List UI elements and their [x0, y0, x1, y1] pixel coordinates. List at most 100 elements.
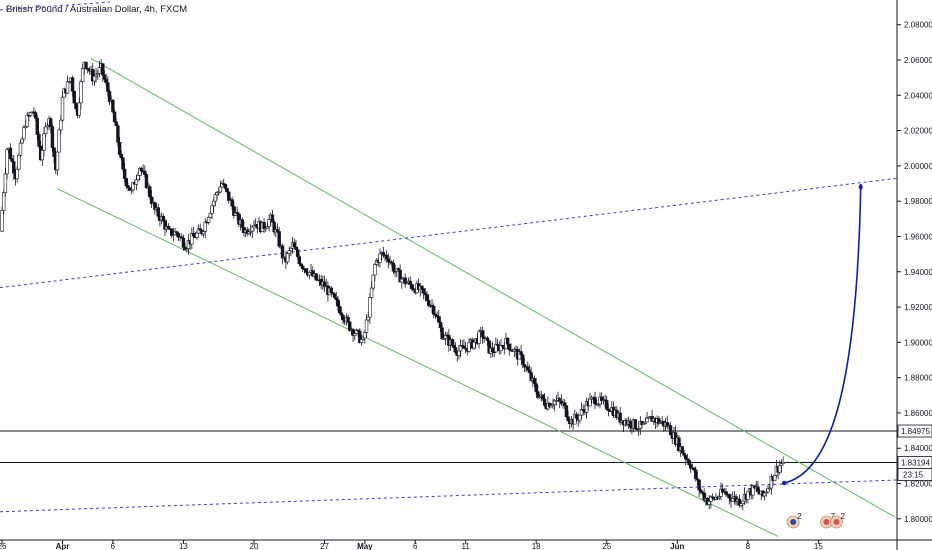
candle-body [605, 400, 609, 410]
candle-body [223, 183, 228, 189]
x-tick-label: 6 [413, 542, 418, 550]
candle-body [386, 258, 391, 263]
candle-body [57, 129, 61, 153]
candle-body [341, 314, 345, 321]
candle-body [117, 141, 122, 155]
event-badge[interactable]: 2 [830, 512, 846, 529]
candle-body [287, 250, 291, 254]
candle-body [450, 339, 454, 346]
candle-body [195, 232, 199, 238]
candle-body [294, 246, 298, 250]
x-tick-label: 15 [814, 542, 823, 550]
candle-body [532, 378, 537, 384]
x-axis[interactable]: 26 Apr 6 13 20 27 May 6 11 18 25 Jun 8 15 [0, 539, 932, 550]
candle-body [161, 215, 165, 222]
candle-body [346, 316, 350, 323]
candle-body [680, 446, 685, 454]
candle-body [574, 414, 579, 419]
candle-body [17, 154, 21, 170]
trendlines[interactable] [0, 1, 897, 537]
candle-body [148, 186, 152, 198]
candle-body [756, 486, 760, 492]
candle-body [213, 194, 218, 202]
candle-body [421, 288, 426, 294]
candle-body [106, 82, 110, 92]
candle-body [699, 489, 703, 493]
trendline-channel-lower[interactable] [57, 188, 779, 537]
candle-body [267, 219, 271, 227]
candle-body [558, 398, 562, 402]
candle-body [467, 342, 471, 352]
candle-body [191, 233, 196, 237]
candle-body [218, 186, 223, 193]
y-tick-label: 1.94000 [904, 268, 932, 277]
candle-body [22, 127, 26, 140]
candle-body [746, 491, 750, 500]
candle-body [0, 210, 4, 232]
y-tick-label: 1.88000 [904, 374, 932, 383]
candle-body [292, 242, 296, 248]
price-level-value: 1.84975 [901, 427, 930, 436]
candle-body [97, 67, 102, 74]
price-level-tags: 1.84975 1.83194 23:15 [897, 424, 932, 481]
candle-body [20, 138, 24, 144]
candle-body [521, 354, 525, 365]
candle-body [420, 285, 424, 289]
candle-body [211, 200, 216, 207]
candle-body [314, 273, 318, 281]
candle-body [144, 174, 149, 189]
candle-body [762, 492, 767, 497]
candle-body [304, 268, 308, 273]
y-tick-label: 1.96000 [904, 232, 932, 241]
candle-body [270, 214, 275, 223]
x-tick-label: 20 [250, 542, 259, 550]
plot-area[interactable] [0, 430, 897, 463]
candle-body [116, 125, 120, 143]
trendline-channel-upper[interactable] [90, 57, 896, 518]
candle-body [5, 149, 9, 175]
flag-icon [823, 519, 830, 525]
candle-body [12, 161, 16, 174]
event-badge[interactable]: 2 [786, 512, 802, 529]
candle-body [485, 337, 490, 341]
candle-body [203, 221, 207, 232]
candle-body [332, 293, 337, 298]
candle-body [8, 147, 13, 160]
y-axis[interactable]: 2.08000 2.06000 2.04000 2.02000 2.00000 1.980… [896, 0, 932, 550]
candle-body [65, 81, 70, 94]
candle-body [250, 226, 255, 232]
projection-curve[interactable] [783, 187, 862, 484]
candle-body [400, 278, 404, 283]
x-tick-label: Jun [670, 542, 684, 550]
candle-body [694, 469, 698, 480]
candle-body [527, 369, 532, 373]
candle-body [92, 75, 97, 82]
candle-body [15, 168, 19, 180]
candle-body [564, 405, 569, 417]
candle-body [112, 111, 117, 123]
candle-body [230, 199, 234, 207]
candle-body [707, 501, 711, 505]
candle-body [426, 300, 431, 306]
projection-start-point[interactable] [781, 480, 787, 486]
candle-body [781, 461, 785, 464]
trendline-fragment[interactable] [0, 1, 111, 11]
candle-body [143, 170, 147, 175]
candle-body [452, 345, 456, 348]
x-tick-label: 6 [111, 542, 116, 550]
candle-body [111, 99, 115, 113]
candle-body [50, 126, 55, 149]
projection[interactable] [781, 184, 863, 486]
candle-body [1, 192, 6, 211]
candle-body [633, 419, 637, 429]
y-tick-label: 1.90000 [904, 338, 932, 347]
candle-body [70, 77, 75, 92]
candle-body [373, 264, 377, 276]
candle-body [35, 117, 39, 135]
candle-body [391, 262, 396, 272]
y-tick-label: 1.84000 [904, 444, 932, 453]
y-tick-label: 1.80000 [904, 515, 932, 524]
trendline-resistance-dashed[interactable] [0, 177, 897, 289]
